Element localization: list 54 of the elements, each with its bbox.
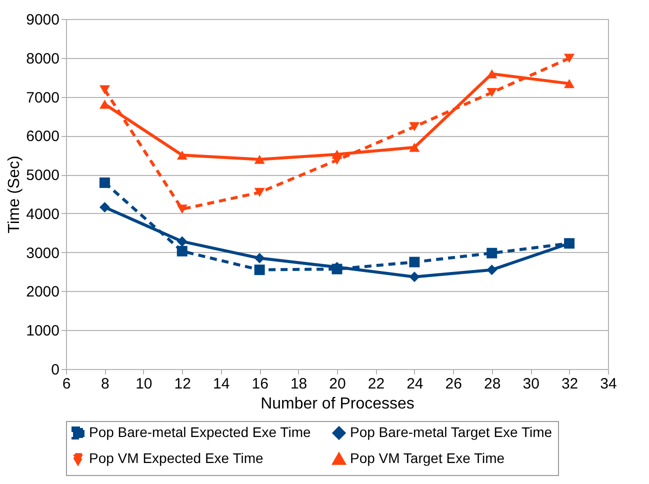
point <box>99 85 110 94</box>
point <box>486 69 498 78</box>
y-tick-label: 9000 <box>26 12 60 28</box>
x-tick-label: 28 <box>484 376 501 392</box>
point <box>564 79 575 88</box>
legend-label: Pop VM Target Exe Time <box>350 450 505 466</box>
point <box>99 177 110 188</box>
legend-label: Pop Bare-metal Expected Exe Time <box>89 424 311 440</box>
x-tick-label: 6 <box>62 376 71 392</box>
point <box>409 122 420 132</box>
point <box>176 236 188 247</box>
x-tick-label: 20 <box>329 376 346 392</box>
x-axis-title: Number of Processes <box>260 396 414 412</box>
point <box>176 150 188 160</box>
x-tick-label: 22 <box>368 376 385 392</box>
point <box>254 252 265 264</box>
x-tick-label: 10 <box>136 376 152 392</box>
legend-label: Pop Bare-metal Target Exe Time <box>350 424 552 440</box>
x-tick-label: 12 <box>174 376 191 392</box>
y-tick-label: 3000 <box>26 244 60 262</box>
y-axis-title: Time (Sec) <box>6 156 24 234</box>
legend-label: Pop VM Expected Exe Time <box>89 450 264 466</box>
point <box>99 100 110 109</box>
point <box>176 246 188 256</box>
point <box>564 54 575 63</box>
x-tick-label: 24 <box>406 376 424 392</box>
point <box>254 264 265 276</box>
point <box>332 150 342 159</box>
y-tick-label: 5000 <box>26 167 60 184</box>
x-tick-label: 14 <box>213 376 230 392</box>
x-tick-label: 8 <box>101 376 110 392</box>
x-tick-label: 32 <box>561 376 578 392</box>
point <box>176 204 188 214</box>
y-tick-label: 6000 <box>26 128 60 146</box>
point <box>409 272 420 282</box>
x-tick-label: 30 <box>522 376 540 392</box>
y-tick-label: 8000 <box>26 50 60 68</box>
point <box>486 248 498 258</box>
point <box>99 202 110 212</box>
point <box>486 88 498 98</box>
x-tick-label: 18 <box>290 376 308 392</box>
x-tick-label: 34 <box>600 376 617 392</box>
point <box>254 154 265 164</box>
y-tick-label: 4000 <box>26 206 60 223</box>
y-tick-label: 1000 <box>26 322 60 340</box>
y-tick-label: 0 <box>51 362 60 378</box>
x-tick-label: 16 <box>252 376 268 392</box>
point <box>486 264 498 276</box>
y-tick-label: 7000 <box>26 89 60 106</box>
point <box>254 188 265 197</box>
y-tick-label: 2000 <box>26 284 60 301</box>
x-tick-label: 26 <box>445 376 462 392</box>
point <box>409 142 420 152</box>
point <box>409 256 420 268</box>
